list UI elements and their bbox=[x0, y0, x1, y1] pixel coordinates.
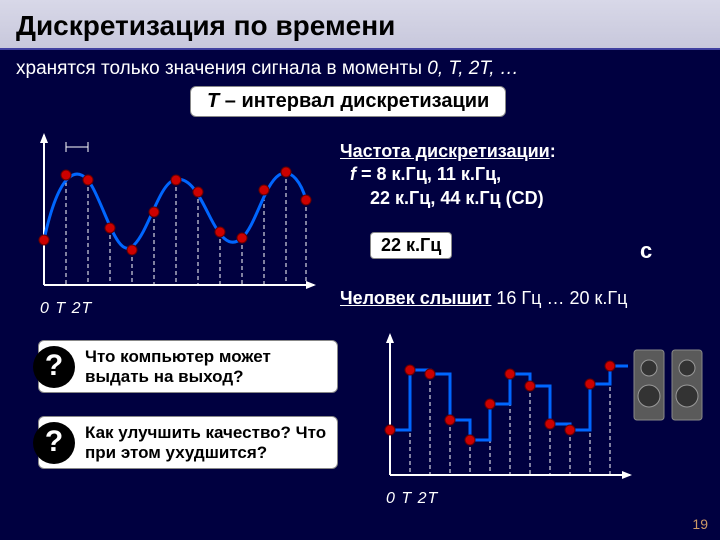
freq-line1: = 8 к.Гц, 11 к.Гц, bbox=[356, 164, 501, 184]
question-1-text: Что компьютер может выдать на выход? bbox=[85, 347, 271, 386]
hearing-values: 16 Гц … 20 к.Гц bbox=[491, 288, 627, 308]
subtitle-text: хранятся только значения сигнала в момен… bbox=[16, 58, 427, 79]
subtitle: хранятся только значения сигнала в момен… bbox=[0, 50, 720, 84]
freq-22-box: 22 к.Гц bbox=[370, 232, 452, 259]
page-number: 19 bbox=[692, 516, 708, 532]
hearing-range: Человек слышит 16 Гц … 20 к.Гц bbox=[340, 288, 627, 309]
question-mark-icon: ? bbox=[33, 346, 75, 388]
question-box-1: ? Что компьютер может выдать на выход? bbox=[38, 340, 338, 393]
frequency-block: Частота дискретизации: f = 8 к.Гц, 11 к.… bbox=[340, 140, 556, 210]
sampling-chart: 0 T 2T bbox=[24, 130, 314, 300]
output-chart: 0 T 2T bbox=[370, 330, 630, 490]
question-2-text: Как улучшить качество? Что при этом ухуд… bbox=[85, 423, 326, 462]
subtitle-times: 0, T, 2T, … bbox=[427, 58, 519, 79]
question-box-2: ? Как улучшить качество? Что при этом ух… bbox=[38, 416, 338, 469]
page-title: Дискретизация по времени bbox=[0, 0, 720, 50]
freq-line2: 22 к.Гц, 44 к.Гц (CD) bbox=[370, 188, 544, 208]
freq-heading: Частота дискретизации bbox=[340, 141, 550, 161]
hearing-label: Человек слышит bbox=[340, 288, 491, 308]
chart2-axis-labels: 0 T 2T bbox=[386, 490, 438, 508]
freq-colon: : bbox=[550, 141, 556, 161]
speakers-icon bbox=[630, 340, 706, 430]
interval-box: T – интервал дискретизации bbox=[190, 86, 506, 117]
interval-T: T bbox=[207, 90, 219, 112]
unit-c: с bbox=[640, 238, 652, 264]
interval-label-rest: – интервал дискретизации bbox=[219, 90, 489, 112]
question-mark-icon: ? bbox=[33, 422, 75, 464]
chart1-axis-labels: 0 T 2T bbox=[40, 300, 92, 318]
